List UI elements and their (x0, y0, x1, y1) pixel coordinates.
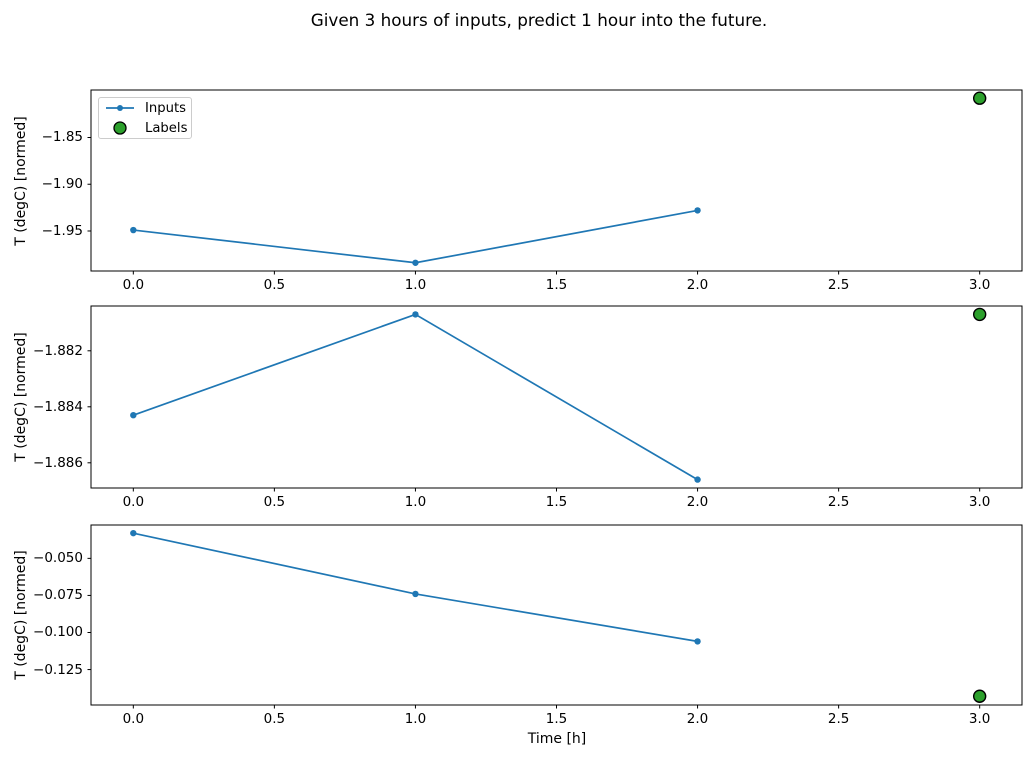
labels-dot-icon (113, 121, 127, 135)
y-tick-label: −1.886 (33, 454, 83, 471)
subplot-3-frame (90, 524, 1023, 706)
x-tick-label: 1.0 (404, 494, 427, 510)
inputs-marker (412, 259, 419, 266)
x-tick-label: 2.5 (827, 711, 850, 727)
y-tick-label: −0.125 (33, 661, 83, 678)
inputs-line-icon (106, 105, 134, 111)
inputs-marker (694, 638, 701, 645)
x-tick-label: 2.0 (686, 711, 709, 727)
legend-entry-labels: Labels (99, 118, 191, 138)
x-tick-label: 1.0 (404, 711, 427, 727)
label-point (972, 307, 987, 322)
y-tick-label: −0.075 (33, 587, 83, 604)
x-tick-label: 2.5 (827, 494, 850, 510)
x-tick-label: 1.5 (545, 711, 568, 727)
legend-entry-inputs: Inputs (99, 98, 191, 118)
y-tick-label: −1.95 (41, 222, 83, 239)
inputs-marker (694, 476, 701, 483)
inputs-marker (412, 590, 419, 598)
inputs-marker (130, 529, 137, 537)
inputs-marker (130, 412, 137, 419)
y-tick-label: −0.100 (33, 624, 83, 641)
y-tick-label: −0.050 (33, 550, 83, 567)
y-tick-label: −1.90 (41, 176, 83, 193)
legend: Inputs Labels (98, 97, 192, 139)
subplot-1-frame (90, 89, 1023, 272)
x-tick-label: 3.0 (968, 711, 991, 727)
y-tick-label: −1.884 (33, 398, 83, 415)
x-tick-label: 2.5 (827, 277, 850, 293)
figure-title: Given 3 hours of inputs, predict 1 hour … (310, 10, 768, 30)
inputs-marker (130, 226, 137, 234)
y-tick-label: −1.85 (41, 129, 83, 146)
x-tick-label: 3.0 (968, 277, 991, 293)
legend-label-inputs: Inputs (145, 100, 187, 116)
x-tick-label: 1.5 (545, 494, 568, 510)
label-point (972, 91, 987, 105)
x-tick-label: 0.5 (263, 711, 286, 727)
subplot-3-ylabel: T (degC) [normed] (12, 550, 29, 680)
inputs-marker (412, 311, 419, 318)
x-tick-label: 2.0 (686, 494, 709, 510)
x-axis-label: Time [h] (527, 731, 587, 747)
x-tick-label: 3.0 (968, 494, 991, 510)
x-tick-label: 0.5 (263, 277, 286, 293)
inputs-line (133, 532, 698, 643)
x-tick-label: 0.0 (122, 711, 145, 727)
x-tick-label: 0.0 (122, 277, 145, 293)
y-tick-label: −1.882 (33, 342, 83, 359)
legend-label-labels: Labels (145, 120, 188, 136)
inputs-line (133, 313, 698, 481)
inputs-line (133, 209, 698, 264)
x-tick-label: 0.0 (122, 494, 145, 510)
x-tick-label: 1.0 (404, 277, 427, 293)
x-tick-label: 2.0 (686, 277, 709, 293)
label-point (972, 689, 987, 703)
inputs-marker (694, 207, 701, 214)
x-tick-label: 1.5 (545, 277, 568, 293)
x-tick-label: 0.5 (263, 494, 286, 510)
